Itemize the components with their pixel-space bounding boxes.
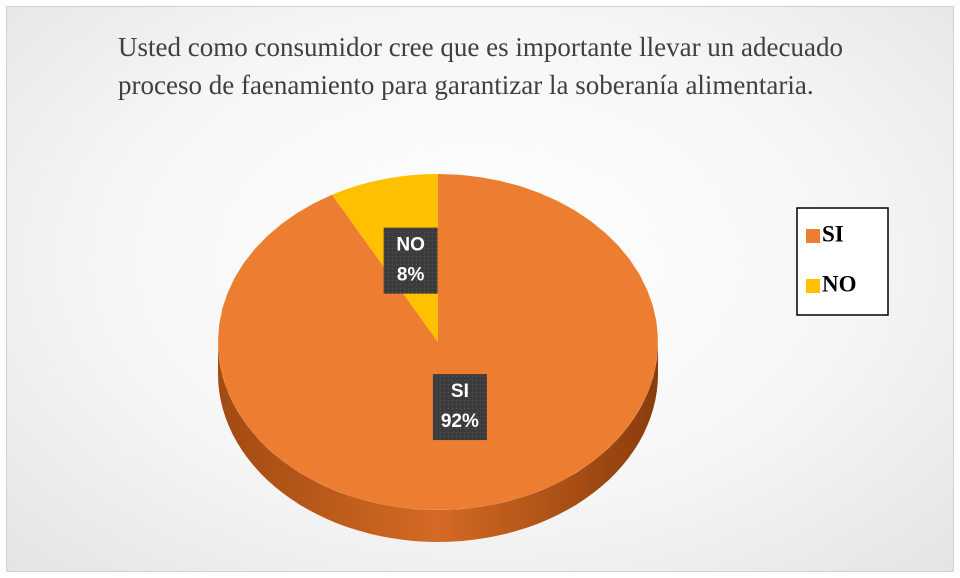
data-label-value: 8%	[397, 265, 425, 286]
chart-title: Usted como consumidor cree que es import…	[118, 32, 843, 100]
data-label-category: SI	[451, 381, 469, 402]
data-label-category: NO	[396, 235, 425, 256]
data-label-box	[432, 374, 487, 441]
legend-swatch	[806, 229, 820, 243]
pie-slice	[218, 174, 658, 510]
data-label-box	[383, 227, 438, 294]
pie-slice-side	[218, 342, 658, 542]
legend-box	[796, 207, 889, 316]
legend-label: SI	[822, 221, 844, 246]
data-label-value: 92%	[441, 411, 479, 432]
legend-swatch	[806, 279, 820, 293]
legend-label: NO	[822, 271, 857, 296]
